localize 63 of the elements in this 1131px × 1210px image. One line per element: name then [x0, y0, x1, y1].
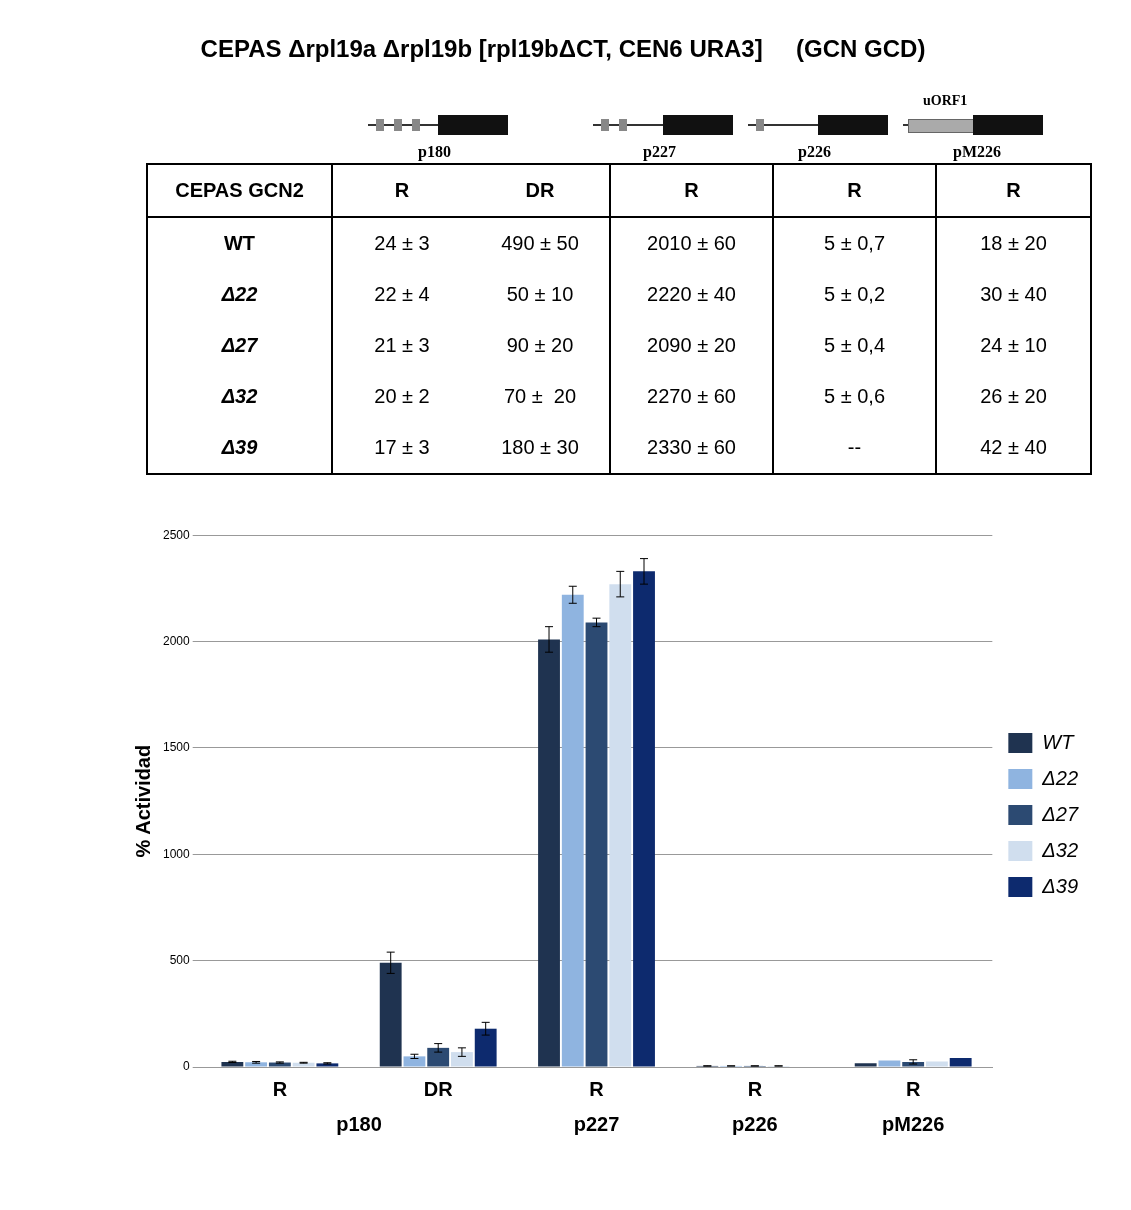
- y-tick-label: 2000: [162, 633, 191, 648]
- legend-label: Δ32: [1041, 838, 1079, 861]
- text: 24 ± 3: [373, 231, 431, 256]
- text: p226: [732, 1112, 778, 1135]
- text: 50 ± 10: [471, 269, 610, 320]
- text: 5 ± 0,4: [773, 320, 936, 371]
- text: p180: [418, 143, 451, 160]
- text: CEPAS GCN2: [147, 164, 332, 217]
- legend-label: Δ22: [1041, 766, 1079, 789]
- category-label: R: [847, 179, 862, 201]
- x-tick-label: R: [905, 1077, 921, 1100]
- text: Δ32: [221, 385, 258, 407]
- text: pM226: [953, 143, 1001, 160]
- text: Δ39: [221, 436, 258, 458]
- text: p227: [643, 143, 676, 160]
- category-label: DR: [525, 179, 555, 201]
- text: 5 ± 0,6: [773, 371, 936, 422]
- x-tick-label: R: [747, 1077, 763, 1100]
- text: Δ22: [221, 283, 258, 305]
- text: 22 ± 4: [373, 282, 431, 307]
- text: WT: [223, 232, 256, 254]
- y-tick-label: 500: [169, 952, 191, 967]
- x-tick-label: R: [272, 1077, 288, 1100]
- x-tick-label: R: [589, 1077, 605, 1100]
- text: 2330 ± 60: [610, 422, 773, 474]
- text: 180 ± 30: [471, 422, 610, 474]
- y-tick-label: 2500: [162, 527, 191, 542]
- text: p180: [336, 1112, 382, 1135]
- text: 24 ± 10: [936, 320, 1091, 371]
- x-tick-label: DR: [423, 1077, 454, 1100]
- text: 90 ± 20: [471, 320, 610, 371]
- text: 17 ± 3: [373, 435, 431, 460]
- text: 2270 ± 60: [610, 371, 773, 422]
- text: 21 ± 3: [373, 333, 431, 358]
- text: 20 ± 2: [373, 384, 431, 409]
- legend-label: Δ39: [1041, 874, 1079, 897]
- y-tick-label: 0: [183, 1059, 191, 1074]
- text: 2010 ± 60: [610, 217, 773, 269]
- text: 5 ± 0,2: [773, 269, 936, 320]
- category-label: R: [1006, 179, 1021, 201]
- text: 490 ± 50: [471, 217, 610, 269]
- legend-label: Δ27: [1041, 802, 1079, 825]
- text: 70 ± 20: [471, 371, 610, 422]
- text: pM226: [882, 1112, 945, 1135]
- category-label: R: [394, 179, 410, 201]
- text: 5 ± 0,7: [773, 217, 936, 269]
- y-tick-label: 1000: [162, 846, 191, 861]
- text: uORF1: [923, 93, 968, 109]
- text: p227: [573, 1112, 620, 1135]
- y-tick-label: 1500: [162, 740, 191, 755]
- text: 26 ± 20: [936, 371, 1091, 422]
- chart-title: CEPAS Δrpl19a Δrpl19b [rpl19bΔCT, CEN6 URA3] (GCN GCD): [199, 35, 927, 63]
- category-label: R: [684, 179, 699, 201]
- text: 2220 ± 40: [610, 269, 773, 320]
- text: --: [773, 422, 936, 474]
- text: 2090 ± 20: [610, 320, 773, 371]
- y-axis-title: % Actividad: [131, 744, 154, 858]
- text: 42 ± 40: [936, 422, 1091, 474]
- legend-label: WT: [1042, 730, 1076, 753]
- text: 30 ± 40: [936, 269, 1091, 320]
- text: Δ27: [221, 334, 258, 356]
- text: p226: [798, 143, 831, 160]
- text: 18 ± 20: [936, 217, 1091, 269]
